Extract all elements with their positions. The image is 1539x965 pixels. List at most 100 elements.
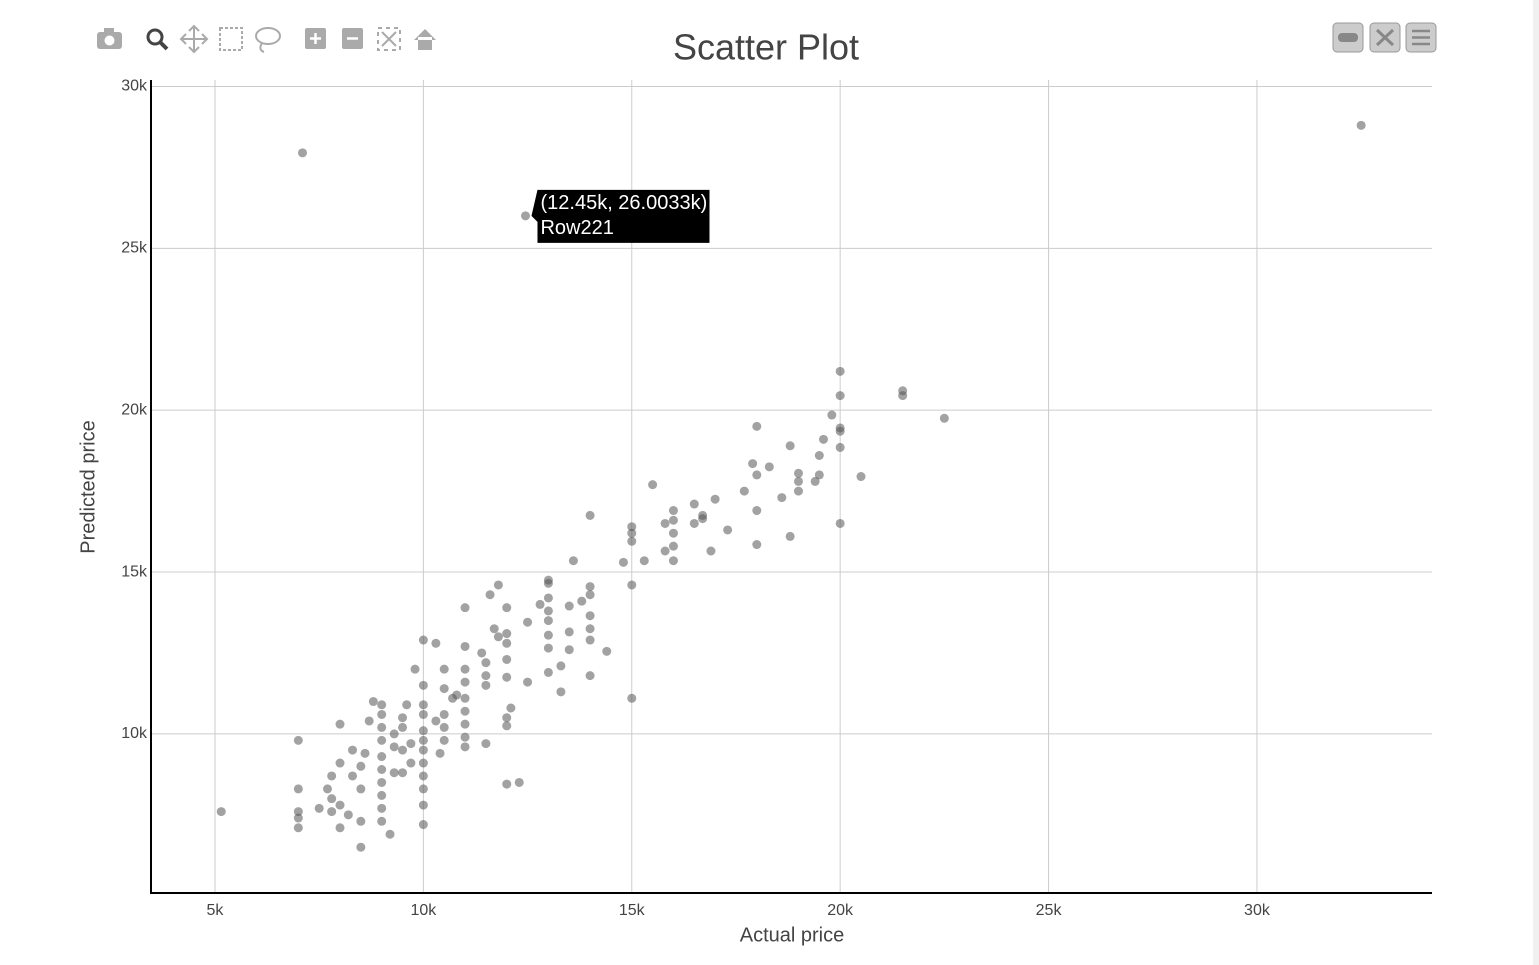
point [785,531,795,541]
point [377,735,387,745]
point [689,518,699,528]
point [698,514,708,524]
point [543,630,553,640]
point [460,677,470,687]
point [460,664,470,674]
point [385,829,395,839]
x-tick-label: 10k [410,902,437,919]
point [814,451,824,461]
point [377,816,387,826]
point [435,748,445,758]
point [814,470,824,480]
x-tick-label: 30k [1244,902,1271,919]
point [835,391,845,401]
y-tick-label: 10k [121,725,148,742]
point [377,803,387,813]
point [418,820,428,830]
point [752,470,762,480]
point [627,693,637,703]
chart-title: Scatter Plot [673,27,859,68]
point [398,722,408,732]
point [481,680,491,690]
point [356,784,366,794]
point [377,777,387,787]
scrollbar [1533,0,1539,965]
tooltip-box [531,189,710,243]
point [585,582,595,592]
points [216,120,1366,852]
point [493,580,503,590]
point [502,672,512,682]
autoscale-button[interactable] [377,27,401,51]
point [418,745,428,755]
point [502,721,512,731]
point [618,557,628,567]
point [668,541,678,551]
point [660,546,670,556]
point [377,722,387,732]
point [506,703,516,713]
reset-button[interactable] [414,29,436,50]
point [364,716,374,726]
point [764,462,774,472]
point [293,807,303,817]
lasso-button[interactable] [255,27,281,53]
tooltip-text: Row221 [540,217,613,239]
point [348,771,358,781]
point [418,800,428,810]
point [216,807,226,817]
zoom-button[interactable] [146,28,169,51]
point [327,794,337,804]
point [335,823,345,833]
point [785,441,795,451]
point [827,410,837,420]
point [406,758,416,768]
point [585,510,595,520]
point [410,664,420,674]
point [627,580,637,590]
point [502,603,512,613]
zoom-out-button[interactable] [342,28,363,49]
box-select-button[interactable] [219,27,243,51]
point [356,816,366,826]
point [739,486,749,496]
point [835,518,845,528]
point [293,823,303,833]
point [460,742,470,752]
point [418,700,428,710]
point [418,735,428,745]
point [402,700,412,710]
point [439,664,449,674]
camera-button[interactable] [97,28,122,49]
point [439,735,449,745]
point [418,635,428,645]
point [314,803,324,813]
point [389,742,399,752]
window-buttons [1332,22,1437,53]
point [460,706,470,716]
point [627,522,637,532]
x-tick-label: 25k [1036,902,1063,919]
point [293,813,303,823]
point [489,624,499,634]
point [360,748,370,758]
point [502,629,512,639]
point [431,716,441,726]
point [514,777,524,787]
point [398,745,408,755]
point [898,391,908,401]
point [377,752,387,762]
point [668,515,678,525]
zoom-in-button[interactable] [305,28,326,49]
grid [151,80,1432,893]
point [556,661,566,671]
point [627,536,637,546]
point [835,442,845,452]
point [418,784,428,794]
point [752,421,762,431]
point [1356,120,1366,130]
point [648,480,658,490]
pan-button[interactable] [179,24,209,54]
point [431,638,441,648]
